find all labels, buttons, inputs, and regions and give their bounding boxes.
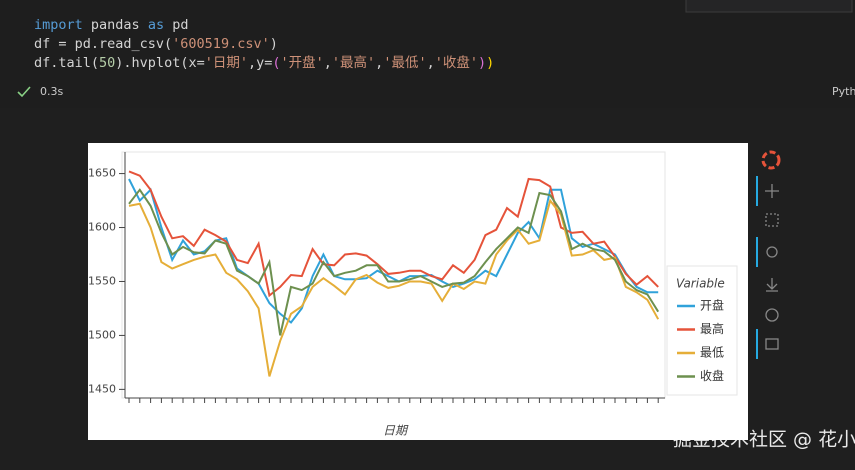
bokeh-logo[interactable] (761, 150, 781, 170)
code-token: '日期' (205, 55, 248, 71)
series-line (128, 188, 660, 336)
code-line: import pandas as pd (34, 17, 188, 33)
code-token: pandas (83, 17, 148, 33)
legend-label: 收盘 (700, 368, 724, 383)
code-token: import (34, 17, 83, 33)
cell-toolbar[interactable] (685, 0, 853, 13)
code-token: ) (478, 55, 486, 71)
code-token: ).hvplot(x= (115, 55, 204, 71)
pan-tool[interactable] (765, 184, 779, 198)
code-token: pd (164, 17, 188, 33)
code-token: , (324, 55, 332, 71)
y-tick-label: 1500 (88, 328, 116, 341)
y-tick-label: 1600 (88, 221, 116, 234)
code-token: '最低' (383, 55, 426, 71)
active-marker (756, 237, 758, 267)
box-zoom-tool[interactable] (765, 213, 779, 227)
legend-title: Variable (676, 277, 725, 291)
code-token: , (427, 55, 435, 71)
code-token: '收盘' (435, 54, 478, 71)
kernel-language[interactable]: Pyth (832, 85, 855, 98)
code-token: ( (272, 55, 280, 71)
code-token: '开盘' (281, 54, 324, 71)
series-line (128, 198, 660, 377)
hover-tool[interactable] (765, 338, 779, 350)
active-marker (756, 176, 758, 206)
legend-label: 最高 (700, 321, 724, 336)
code-token: ) (486, 55, 494, 71)
code-token: as (148, 17, 164, 33)
code-cell (0, 0, 855, 108)
code-token: df.tail( (34, 55, 99, 71)
y-tick-label: 1650 (88, 167, 116, 180)
active-marker (756, 329, 758, 359)
code-token: '600519.csv' (172, 36, 270, 52)
y-tick-label: 1450 (88, 382, 116, 395)
toolbar (756, 150, 781, 359)
code-token: ) (270, 36, 278, 52)
code-token: ,y= (248, 55, 272, 71)
watermark: 掘金技术社区 @ 花小姐的春天 (673, 429, 855, 451)
y-tick-label: 1550 (88, 274, 116, 287)
legend-label: 最低 (700, 346, 724, 360)
code-token: , (375, 55, 383, 71)
reset-tool[interactable] (765, 308, 779, 322)
series-line (128, 170, 659, 298)
legend-label: 开盘 (700, 298, 724, 313)
x-axis-label: 日期 (383, 424, 409, 438)
success-check (17, 86, 31, 98)
wheel-zoom-tool[interactable] (766, 246, 778, 258)
save-tool[interactable] (766, 278, 778, 292)
code-line: df = pd.read_csv('600519.csv') (34, 36, 278, 52)
code-token: '最高' (332, 54, 375, 71)
code-line: df.tail(50).hvplot(x='日期',y=('开盘','最高','… (34, 54, 494, 71)
code-token: df = pd.read_csv( (34, 36, 172, 52)
exec-time: 0.3s (40, 85, 63, 98)
code-token: 50 (99, 55, 115, 71)
